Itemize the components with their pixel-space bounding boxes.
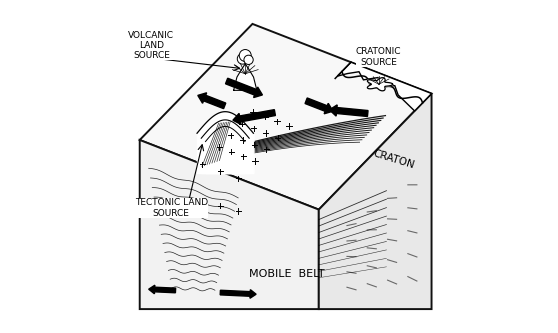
Polygon shape [367, 78, 393, 91]
Text: VOLCANIC
LAND
SOURCE: VOLCANIC LAND SOURCE [128, 31, 174, 60]
Circle shape [239, 50, 251, 62]
FancyArrow shape [220, 290, 256, 298]
Polygon shape [319, 94, 431, 309]
Circle shape [244, 55, 253, 65]
FancyArrow shape [305, 98, 333, 114]
Polygon shape [234, 64, 257, 90]
Polygon shape [140, 140, 319, 309]
Polygon shape [338, 62, 431, 111]
FancyArrow shape [225, 78, 262, 98]
FancyArrow shape [329, 105, 368, 117]
FancyArrow shape [148, 285, 176, 294]
Text: MOBILE  BELT: MOBILE BELT [249, 269, 325, 279]
FancyArrow shape [198, 93, 226, 109]
Circle shape [237, 54, 248, 64]
Text: TECTONIC LAND
SOURCE: TECTONIC LAND SOURCE [134, 198, 208, 218]
Text: CRATON: CRATON [372, 149, 415, 171]
FancyArrow shape [233, 110, 276, 125]
Polygon shape [140, 24, 431, 209]
Text: CRATONIC
SOURCE: CRATONIC SOURCE [356, 47, 401, 67]
